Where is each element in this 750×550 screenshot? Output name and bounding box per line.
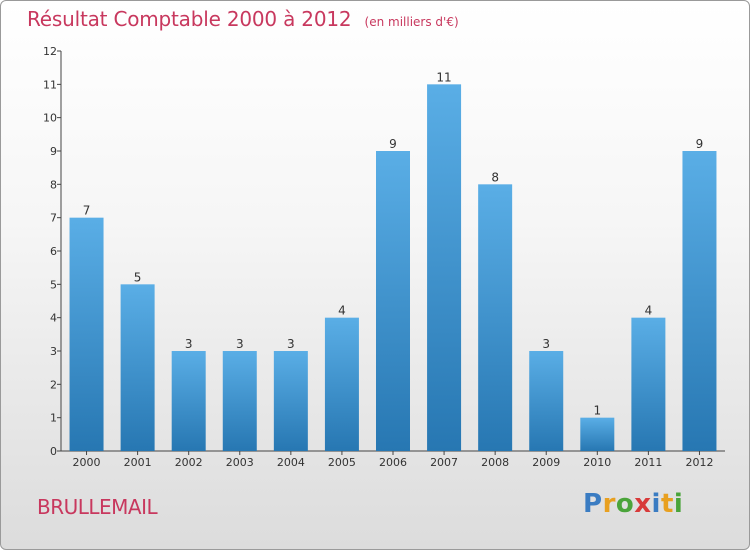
x-tick-label: 2001	[124, 456, 152, 469]
chart-subtitle: (en milliers d'€)	[364, 15, 459, 29]
data-labels: 7 5 3 3 3 4 9 11 8 3 1 4 9	[83, 70, 704, 417]
bar	[682, 151, 717, 451]
y-tick-label: 7	[50, 212, 57, 225]
data-label: 3	[287, 337, 295, 351]
y-tick-label: 11	[43, 78, 57, 91]
bar	[324, 317, 359, 451]
x-tick-label: 2002	[175, 456, 203, 469]
data-label: 11	[436, 70, 451, 84]
logo-letter: o	[615, 489, 635, 519]
data-label: 9	[389, 137, 397, 151]
x-tick-label: 2007	[430, 456, 458, 469]
bar	[222, 351, 257, 451]
y-tick-label: 8	[50, 178, 57, 191]
bar	[120, 284, 155, 451]
bar	[529, 351, 564, 451]
x-tick-label: 2009	[532, 456, 560, 469]
bar	[69, 217, 104, 451]
x-tick-label: 2011	[634, 456, 662, 469]
bar	[631, 317, 666, 451]
logo-letter: i	[651, 489, 661, 519]
data-label: 9	[696, 137, 704, 151]
x-tick-label: 2003	[226, 456, 254, 469]
proxiti-logo: Proxiti	[583, 489, 683, 519]
bar	[478, 184, 513, 452]
data-label: 1	[593, 404, 601, 418]
logo-letter: t	[660, 489, 674, 519]
data-label: 8	[491, 170, 499, 184]
data-label: 3	[236, 337, 244, 351]
x-tick-label: 2005	[328, 456, 356, 469]
y-tick-label: 4	[50, 312, 57, 325]
x-tick-labels: 2000 2001 2002 2003 2004 2005 2006 2007 2008 2009…	[73, 456, 714, 469]
y-tick-label: 9	[50, 145, 57, 158]
y-tick-label: 3	[50, 345, 57, 358]
bar	[580, 417, 615, 451]
y-tick-label: 5	[50, 278, 57, 291]
y-tick-label: 12	[43, 45, 57, 58]
x-tick-label: 2012	[685, 456, 713, 469]
x-tick-label: 2006	[379, 456, 407, 469]
data-label: 3	[185, 337, 193, 351]
x-tick-label: 2010	[583, 456, 611, 469]
title-block: Résultat Comptable 2000 à 2012 (en milli…	[27, 7, 459, 31]
y-tick-label: 1	[50, 412, 57, 425]
x-tick-label: 2008	[481, 456, 509, 469]
y-tick-label: 2	[50, 378, 57, 391]
y-tick-label: 0	[50, 445, 57, 458]
bars	[69, 84, 717, 452]
data-label: 4	[338, 304, 346, 318]
place-name: BRULLEMAIL	[37, 495, 158, 519]
logo-letter: r	[602, 489, 616, 519]
bar	[427, 84, 462, 451]
data-label: 3	[542, 337, 550, 351]
logo-letter: i	[673, 489, 684, 519]
x-tick-label: 2004	[277, 456, 305, 469]
chart-title: Résultat Comptable 2000 à 2012	[27, 7, 352, 31]
bar	[273, 351, 308, 451]
logo-letter: x	[634, 489, 652, 519]
bar	[376, 151, 410, 451]
x-tick-label: 2000	[73, 456, 101, 469]
data-label: 4	[645, 304, 653, 318]
y-tick-label: 10	[43, 112, 57, 125]
logo-letter: P	[583, 489, 603, 519]
bar	[171, 351, 206, 451]
data-label: 5	[134, 270, 142, 284]
y-tick-label: 6	[50, 245, 57, 258]
data-label: 7	[83, 204, 91, 218]
